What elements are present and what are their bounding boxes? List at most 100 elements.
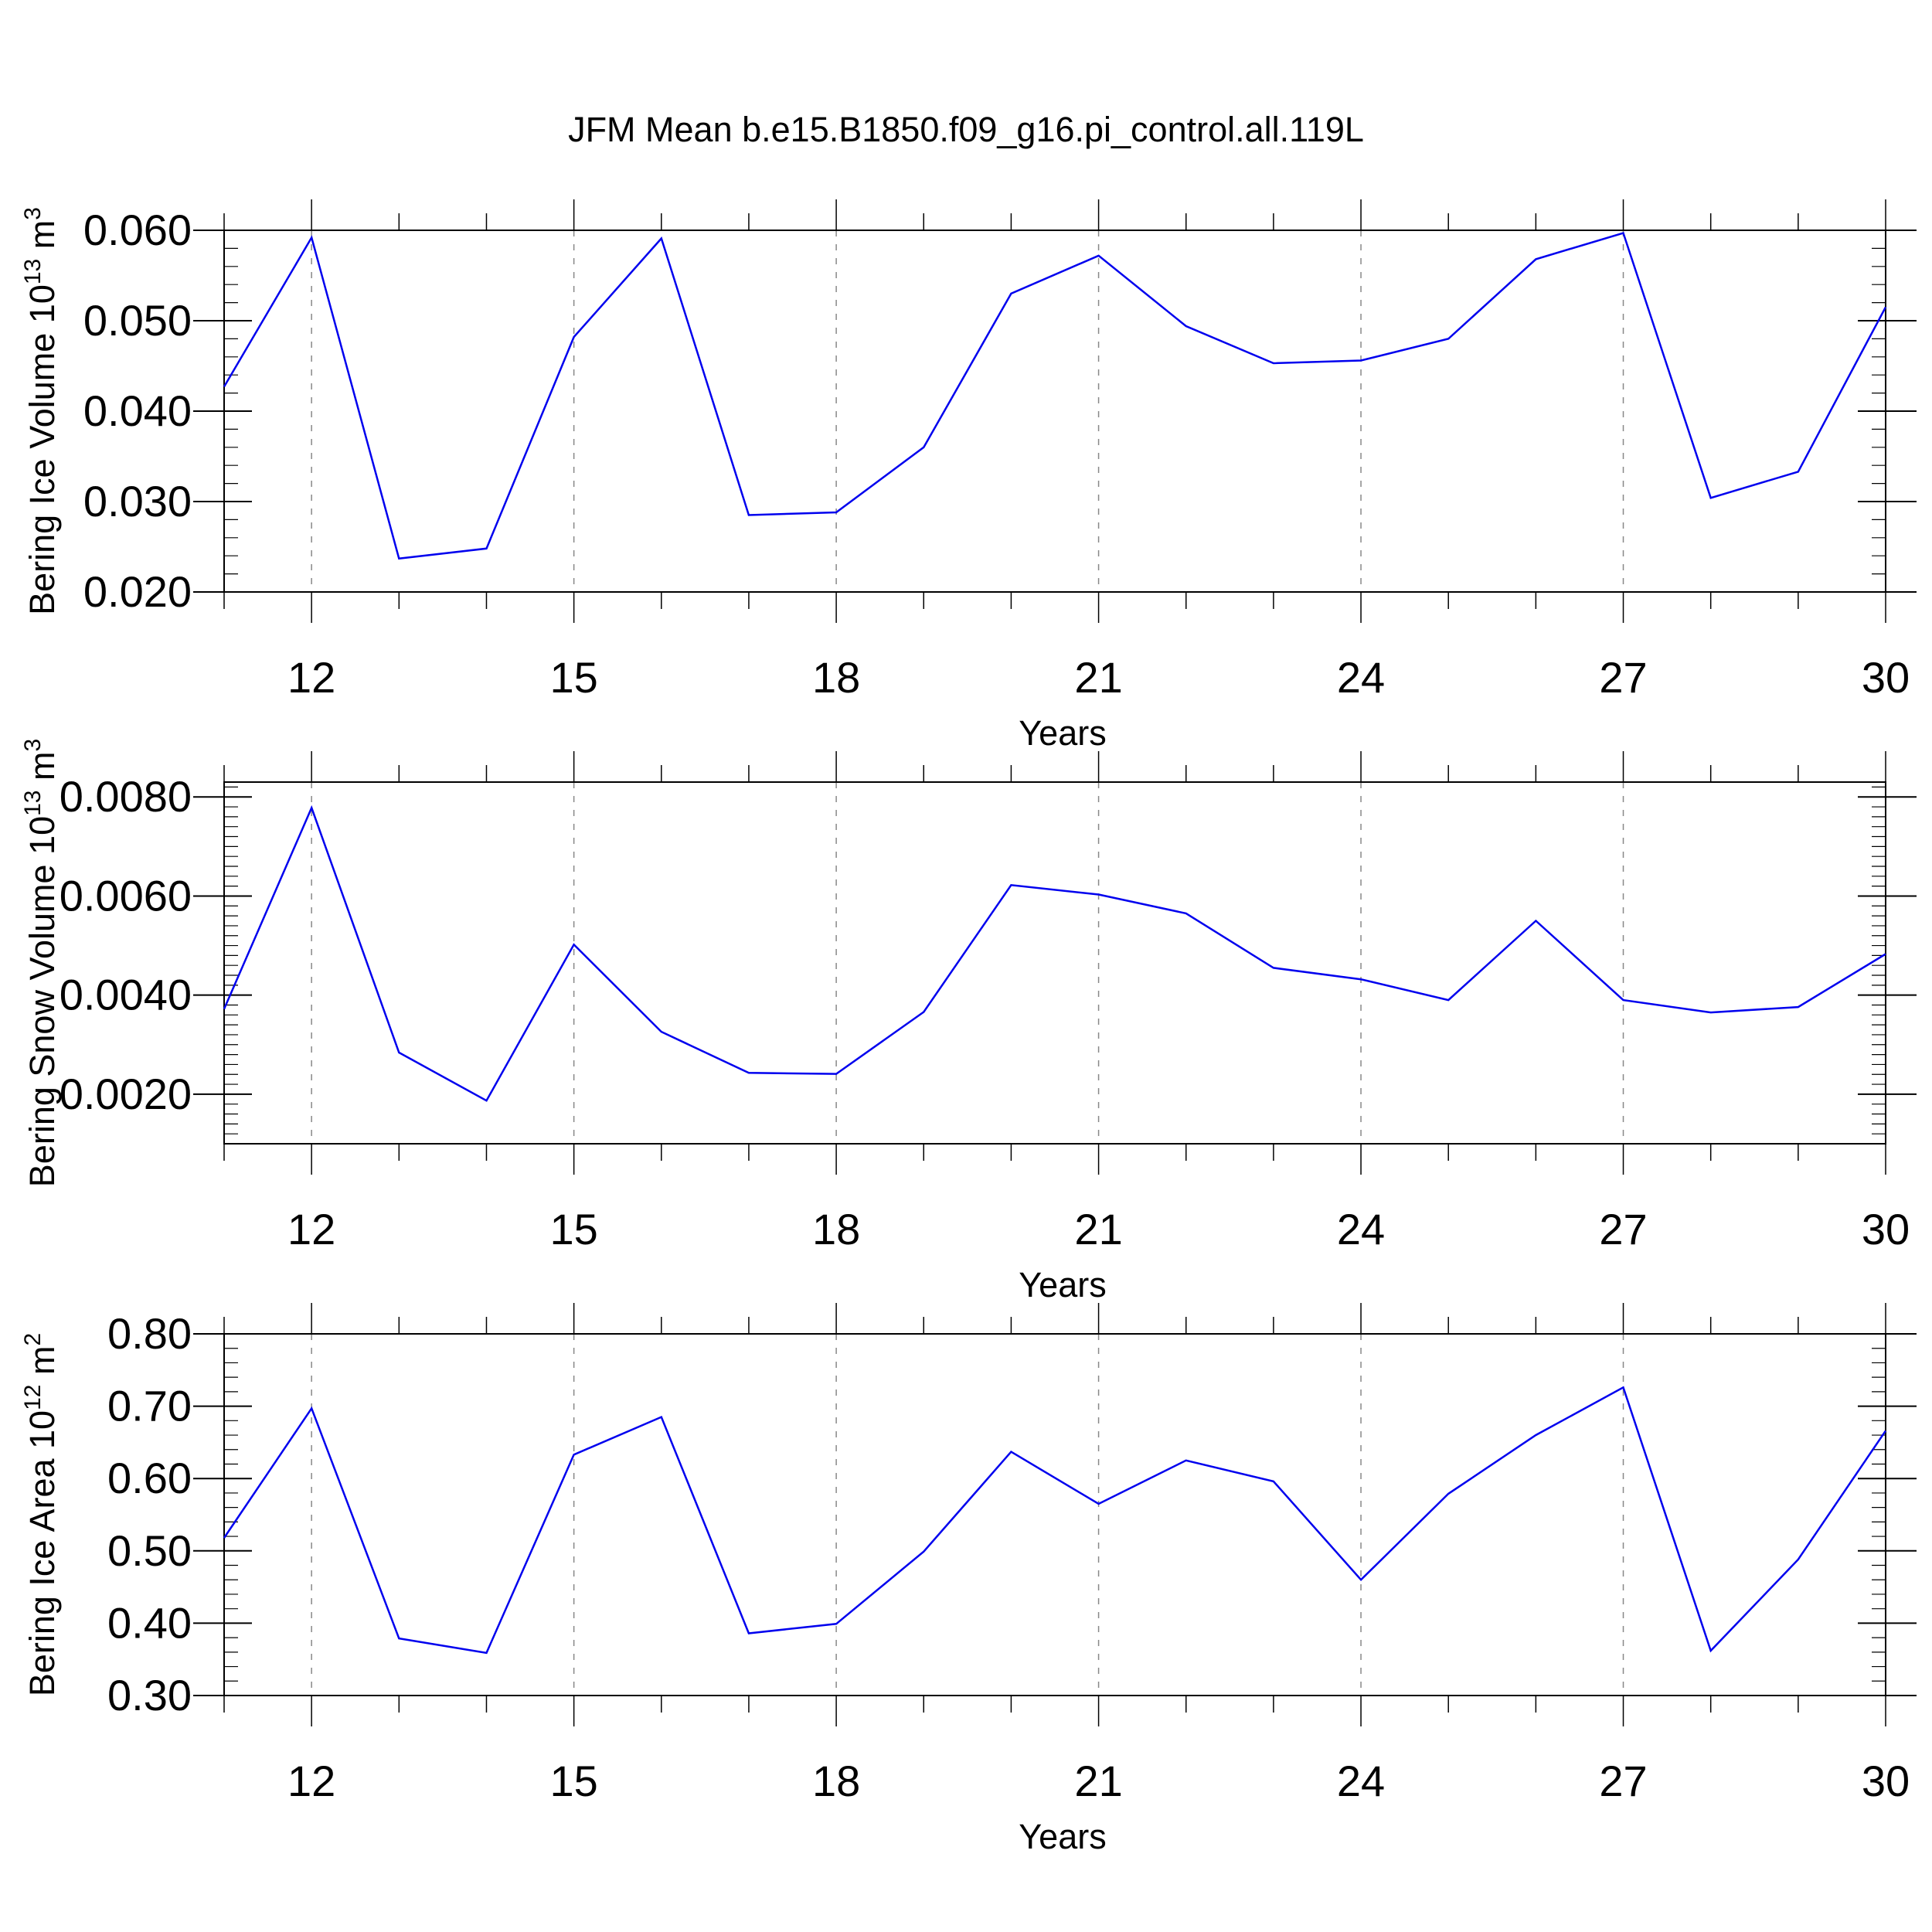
x-tick-label: 24: [1337, 1205, 1385, 1253]
data-point: [747, 1631, 751, 1636]
data-point: [396, 556, 401, 561]
data-point: [1359, 358, 1363, 362]
data-point: [1533, 919, 1538, 923]
panel-ice-volume: 0.020 0.030 0.040 0.050 0.060 12 15 18 21 24 27 30 Y…: [20, 199, 1917, 753]
x-tick-label: 12: [287, 1205, 335, 1253]
series-line: [223, 804, 1886, 1102]
y-tick-label: 0.0020: [60, 1070, 192, 1118]
panel-snow-volume: 0.0020 0.0040 0.0060 0.0080 12 15 18 21 24 27 30 Ye…: [20, 739, 1917, 1304]
data-point: [1621, 231, 1626, 236]
data-point: [1097, 1502, 1101, 1506]
x-axis-label: Years: [1019, 713, 1106, 753]
data-point: [1883, 304, 1888, 309]
data-point: [747, 1070, 751, 1075]
panel-ice-area: 0.30 0.40 0.50 0.60 0.70 0.80 12 15 18 21 24 27 30 Ye…: [20, 1303, 1917, 1856]
plot-frame: [223, 230, 1886, 593]
data-point: [572, 335, 577, 339]
data-point: [1533, 257, 1538, 261]
x-tick-label: 18: [812, 653, 860, 702]
data-point: [572, 942, 577, 947]
data-point: [921, 1549, 926, 1554]
data-point: [747, 513, 751, 518]
data-point: [1883, 1428, 1888, 1433]
x-tick-label: 15: [549, 1757, 597, 1805]
data-point: [1446, 998, 1451, 1002]
data-point: [1271, 361, 1276, 366]
y-tick-label: 0.030: [83, 477, 192, 526]
data-point: [1009, 883, 1013, 887]
data-point: [659, 1415, 664, 1420]
x-tick-label: 30: [1862, 1757, 1910, 1805]
data-point: [484, 1098, 488, 1103]
page-title: JFM Mean b.e15.B1850.f09_g16.pi_control.…: [568, 110, 1364, 149]
data-point: [1359, 977, 1363, 981]
data-point: [1621, 1385, 1626, 1389]
y-tick-label: 0.040: [83, 386, 192, 435]
data-point: [1009, 1450, 1013, 1454]
plot-frame: [223, 1333, 1886, 1696]
data-point: [1009, 291, 1013, 296]
data-point: [309, 235, 314, 240]
data-point: [309, 1406, 314, 1410]
x-axis-label: Years: [1019, 1817, 1106, 1856]
data-point: [921, 445, 926, 450]
data-point: [834, 1621, 838, 1626]
x-tick-label: 18: [812, 1205, 860, 1253]
series-line: [223, 1386, 1887, 1655]
y-axis-label: Bering Ice Area 1012 m2: [20, 1333, 62, 1696]
y-tick-label: 0.050: [83, 296, 192, 345]
data-point: [659, 1029, 664, 1034]
data-point: [1796, 469, 1801, 474]
data-point: [1446, 1492, 1451, 1496]
y-tick-label: 0.40: [107, 1598, 192, 1647]
x-tick-label: 15: [549, 1205, 597, 1253]
data-point: [572, 1452, 577, 1457]
data-point: [484, 1651, 488, 1655]
x-tick-label: 24: [1337, 653, 1385, 702]
y-tick-label: 0.60: [107, 1454, 192, 1502]
data-point: [921, 1009, 926, 1014]
y-axis-label: Bering Snow Volume 1013 m3: [20, 739, 62, 1187]
y-tick-label: 0.50: [107, 1526, 192, 1575]
data-point: [1621, 998, 1626, 1002]
x-tick-label: 15: [549, 653, 597, 702]
y-axis-label: Bering Ice Volume 1013 m3: [20, 207, 62, 615]
y-tick-label: 0.0060: [60, 871, 192, 920]
y-tick-label: 0.30: [107, 1671, 192, 1719]
data-point: [1271, 965, 1276, 970]
x-tick-label: 12: [287, 653, 335, 702]
x-tick-label: 30: [1862, 653, 1910, 702]
data-point: [1271, 1479, 1276, 1484]
data-point: [1709, 495, 1713, 500]
x-tick-label: 21: [1074, 1205, 1122, 1253]
data-point: [222, 384, 226, 389]
data-point: [1446, 336, 1451, 341]
data-point: [1184, 911, 1189, 916]
data-point: [1796, 1005, 1801, 1009]
data-point: [396, 1636, 401, 1641]
x-tick-label: 24: [1337, 1757, 1385, 1805]
data-point: [834, 1072, 838, 1077]
x-tick-label: 27: [1599, 1205, 1647, 1253]
data-point: [1359, 1577, 1363, 1582]
y-tick-label: 0.0080: [60, 772, 192, 821]
x-tick-label: 27: [1599, 653, 1647, 702]
data-point: [1709, 1648, 1713, 1653]
x-tick-label: 18: [812, 1757, 860, 1805]
y-tick-label: 0.80: [107, 1309, 192, 1358]
data-point: [1709, 1010, 1713, 1015]
plot-frame: [223, 781, 1886, 1145]
data-point: [1883, 951, 1888, 956]
data-point: [222, 1007, 226, 1012]
data-point: [1184, 1458, 1189, 1463]
data-point: [1184, 324, 1189, 328]
data-point: [1097, 893, 1101, 897]
data-point: [396, 1050, 401, 1055]
y-tick-label: 0.060: [83, 206, 192, 254]
data-point: [659, 236, 664, 241]
y-tick-label: 0.0040: [60, 971, 192, 1019]
data-point: [484, 546, 488, 551]
series-line: [223, 231, 1887, 560]
x-axis-label: Years: [1019, 1265, 1106, 1304]
